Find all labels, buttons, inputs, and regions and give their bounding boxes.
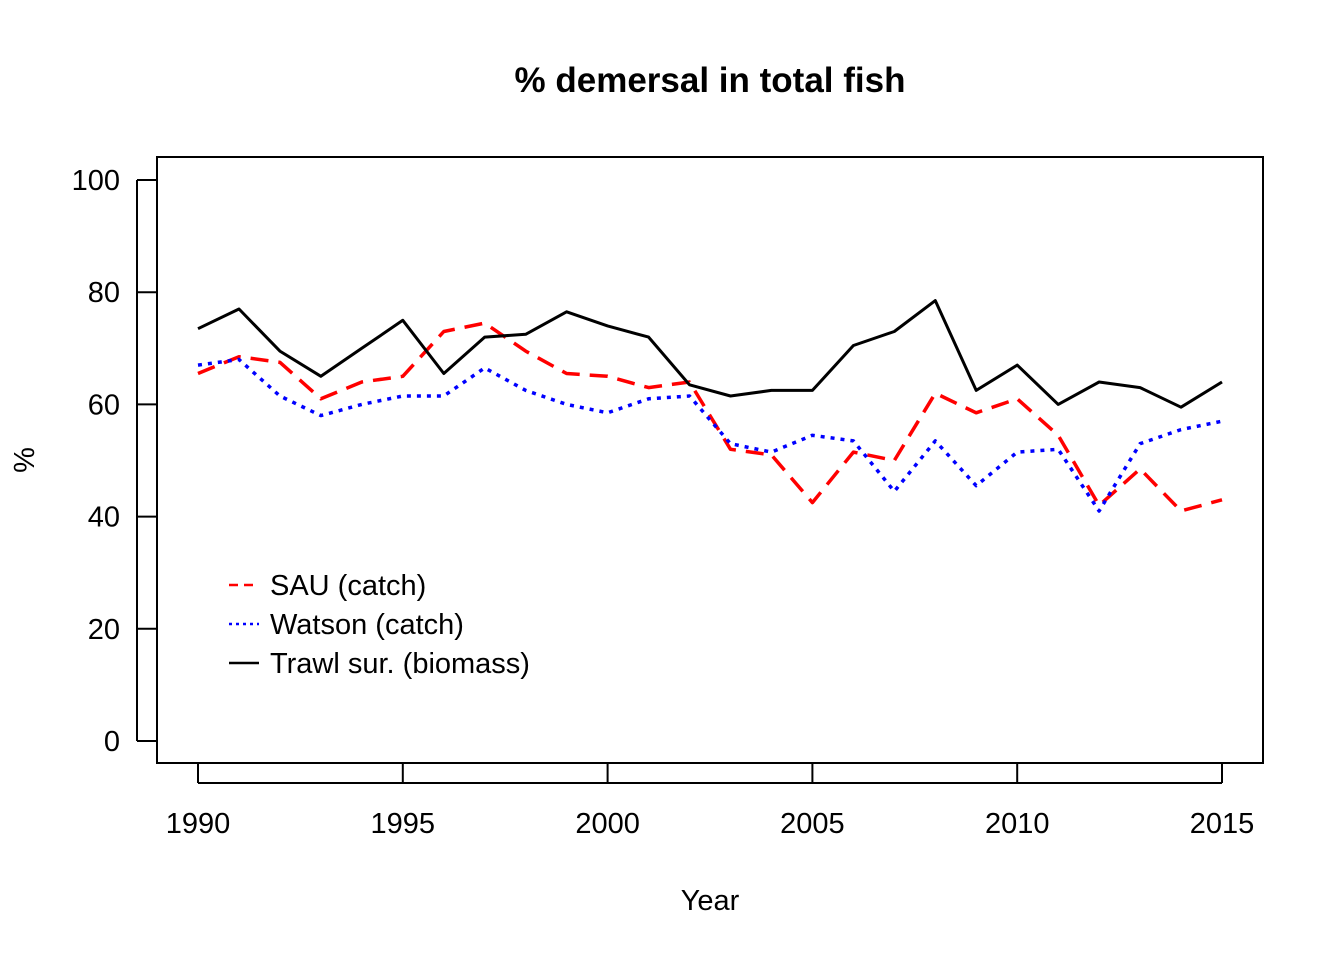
series-layer xyxy=(197,299,1223,513)
legend-label-1: SAU (catch) xyxy=(270,570,426,602)
y-tick-label: 80 xyxy=(88,277,120,309)
legend: SAU (catch) Watson (catch) Trawl sur. (bio… xyxy=(229,570,530,680)
y-axis: 0 20 40 60 80 100 xyxy=(72,165,157,758)
x-tick-label: 2010 xyxy=(985,808,1050,840)
y-axis-label: % xyxy=(9,447,41,473)
y-tick-label: 0 xyxy=(104,726,120,758)
series-line-3 xyxy=(197,299,1223,409)
legend-label-2: Watson (catch) xyxy=(270,609,464,641)
x-tick-label: 2005 xyxy=(780,808,845,840)
y-tick-label: 100 xyxy=(72,165,120,197)
series-line-1 xyxy=(197,321,1223,513)
x-tick-label: 2015 xyxy=(1190,808,1255,840)
y-tick-label: 60 xyxy=(88,389,120,421)
y-tick-label: 40 xyxy=(88,502,120,534)
x-tick-label: 1995 xyxy=(371,808,436,840)
x-axis-label: Year xyxy=(681,885,740,917)
series-line-2 xyxy=(197,357,1223,513)
chart-title: % demersal in total fish xyxy=(515,61,906,100)
x-tick-label: 2000 xyxy=(575,808,640,840)
y-tick-label: 20 xyxy=(88,614,120,646)
plot-frame xyxy=(156,156,1264,764)
x-axis: 1990 1995 2000 2005 2010 2015 xyxy=(166,763,1255,840)
x-tick-label: 1990 xyxy=(166,808,231,840)
legend-label-3: Trawl sur. (biomass) xyxy=(270,648,530,680)
